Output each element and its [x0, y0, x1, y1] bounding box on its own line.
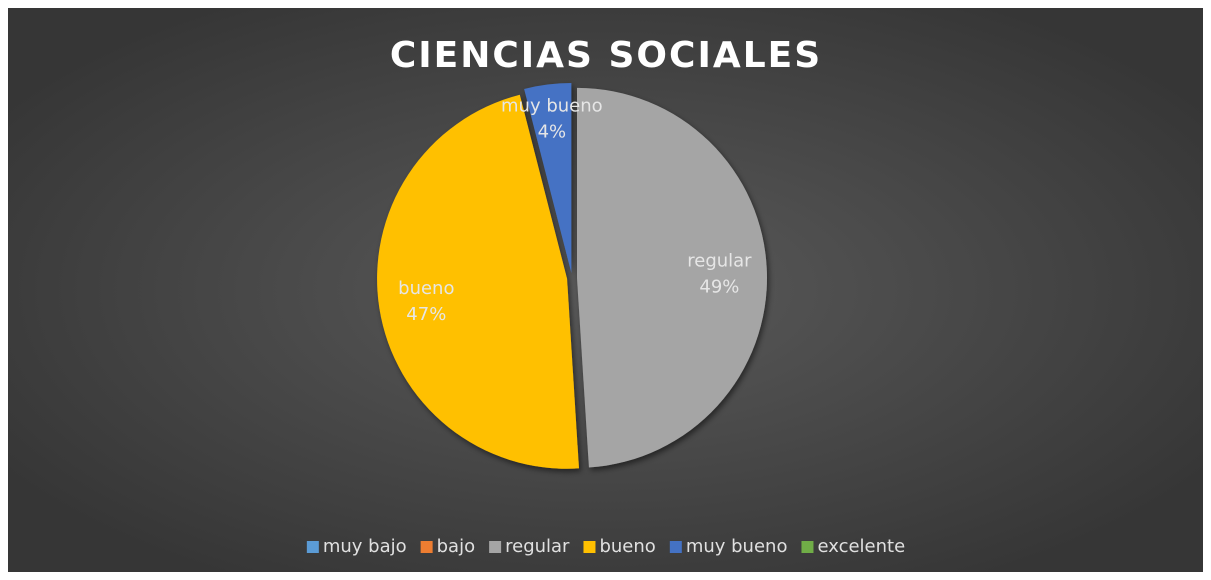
legend-swatch — [801, 541, 814, 553]
data-labels: regular 49% bueno 47% muy bueno 4% — [398, 95, 752, 325]
data-label-value: 4% — [538, 121, 567, 142]
legend-label: excelente — [817, 536, 905, 557]
legend-label: muy bueno — [686, 536, 788, 557]
data-label-category: regular — [687, 250, 752, 271]
data-label-category: bueno — [398, 278, 454, 299]
legend-label: bajo — [437, 536, 475, 557]
data-label-value: 47% — [406, 304, 446, 325]
pie-slice — [524, 83, 572, 274]
legend-label: regular — [505, 536, 570, 557]
pie — [377, 83, 767, 469]
pie-slice — [377, 94, 579, 469]
legend-label: muy bajo — [323, 536, 407, 557]
data-label-value: 49% — [699, 276, 739, 297]
legend: muy bajo bajo regular bueno muy bueno excelen… — [306, 536, 905, 557]
pie-slice — [576, 87, 767, 468]
legend-label: bueno — [599, 536, 655, 557]
legend-swatch — [420, 541, 433, 553]
legend-swatch — [306, 541, 319, 553]
data-label-category: muy bueno — [501, 95, 603, 116]
legend-swatch — [669, 541, 682, 553]
legend-swatch — [583, 541, 596, 553]
chart-title: CIENCIAS SOCIALES — [390, 35, 822, 76]
legend-swatch — [489, 541, 502, 553]
